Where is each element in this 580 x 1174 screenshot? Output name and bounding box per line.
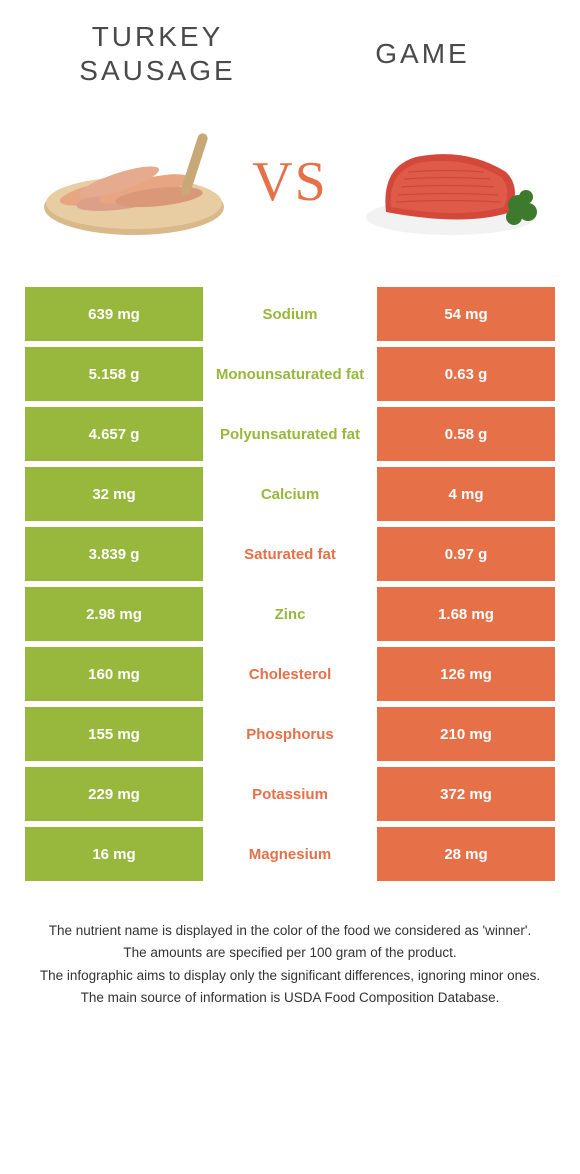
nutrient-row: 160 mgCholesterol126 mg [25,647,555,701]
food-images-row: VS [25,117,555,247]
left-value-cell: 32 mg [25,467,203,521]
header-titles: TURKEY SAUSAGE GAME [25,20,555,87]
right-value-cell: 0.58 g [377,407,555,461]
nutrient-comparison-table: 639 mgSodium54 mg 5.158 gMonounsaturated … [25,287,555,881]
right-food-title: GAME [290,38,555,70]
left-value-cell: 160 mg [25,647,203,701]
right-value-cell: 372 mg [377,767,555,821]
right-value-cell: 28 mg [377,827,555,881]
right-value-cell: 0.63 g [377,347,555,401]
nutrient-name-cell: Polyunsaturated fat [203,407,377,461]
nutrient-name-cell: Phosphorus [203,707,377,761]
right-value-cell: 4 mg [377,467,555,521]
nutrient-row: 32 mgCalcium4 mg [25,467,555,521]
nutrient-row: 229 mgPotassium372 mg [25,767,555,821]
nutrient-name-cell: Potassium [203,767,377,821]
nutrient-row: 639 mgSodium54 mg [25,287,555,341]
nutrient-name-cell: Sodium [203,287,377,341]
left-value-cell: 3.839 g [25,527,203,581]
footnote-line: The amounts are specified per 100 gram o… [35,943,545,963]
footnotes: The nutrient name is displayed in the co… [25,921,555,1008]
game-meat-image [338,117,555,247]
left-value-cell: 639 mg [25,287,203,341]
footnote-line: The nutrient name is displayed in the co… [35,921,545,941]
nutrient-row: 4.657 gPolyunsaturated fat0.58 g [25,407,555,461]
vs-label: VS [252,150,328,214]
nutrient-name-cell: Calcium [203,467,377,521]
nutrient-row: 155 mgPhosphorus210 mg [25,707,555,761]
right-value-cell: 1.68 mg [377,587,555,641]
nutrient-row: 5.158 gMonounsaturated fat0.63 g [25,347,555,401]
nutrient-name-cell: Zinc [203,587,377,641]
left-food-title: TURKEY SAUSAGE [25,20,290,87]
right-value-cell: 126 mg [377,647,555,701]
left-value-cell: 229 mg [25,767,203,821]
right-value-cell: 0.97 g [377,527,555,581]
footnote-line: The infographic aims to display only the… [35,966,545,986]
left-value-cell: 2.98 mg [25,587,203,641]
right-value-cell: 54 mg [377,287,555,341]
nutrient-row: 16 mgMagnesium28 mg [25,827,555,881]
right-value-cell: 210 mg [377,707,555,761]
nutrient-name-cell: Monounsaturated fat [203,347,377,401]
left-value-cell: 5.158 g [25,347,203,401]
nutrient-name-cell: Cholesterol [203,647,377,701]
nutrient-name-cell: Saturated fat [203,527,377,581]
left-value-cell: 4.657 g [25,407,203,461]
nutrient-row: 3.839 gSaturated fat0.97 g [25,527,555,581]
left-value-cell: 16 mg [25,827,203,881]
nutrient-name-cell: Magnesium [203,827,377,881]
left-value-cell: 155 mg [25,707,203,761]
footnote-line: The main source of information is USDA F… [35,988,545,1008]
turkey-sausage-image [25,117,242,247]
nutrient-row: 2.98 mgZinc1.68 mg [25,587,555,641]
